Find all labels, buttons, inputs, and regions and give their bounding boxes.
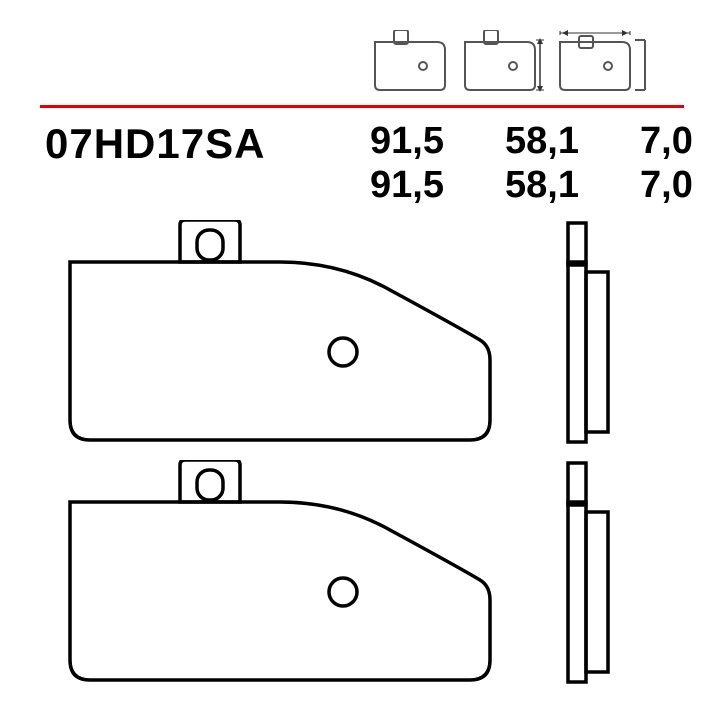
- product-spec-sheet: 07HD17SA 91,5 58,1 7,0 91,5 58,1 7,0: [0, 0, 724, 724]
- brake-pad-side-view: [560, 220, 620, 455]
- dimension-row: 91,5 58,1 7,0: [370, 120, 724, 164]
- height-value: 58,1: [505, 164, 595, 208]
- brake-pad-front-view: [60, 220, 500, 455]
- brake-pad-front-view: [60, 460, 500, 695]
- width-dimension-icon: [370, 30, 450, 95]
- dimension-icons-row: [370, 30, 650, 95]
- divider-line: [40, 105, 684, 108]
- height-value: 58,1: [505, 120, 595, 164]
- thickness-dimension-icon: [555, 30, 650, 95]
- thickness-value: 7,0: [640, 164, 724, 208]
- dimension-row: 91,5 58,1 7,0: [370, 164, 724, 208]
- dimensions-table: 91,5 58,1 7,0 91,5 58,1 7,0: [370, 120, 724, 207]
- height-dimension-icon: [460, 30, 545, 95]
- part-number: 07HD17SA: [45, 120, 265, 168]
- thickness-value: 7,0: [640, 120, 724, 164]
- width-value: 91,5: [370, 164, 460, 208]
- brake-pad-side-view: [560, 460, 620, 695]
- width-value: 91,5: [370, 120, 460, 164]
